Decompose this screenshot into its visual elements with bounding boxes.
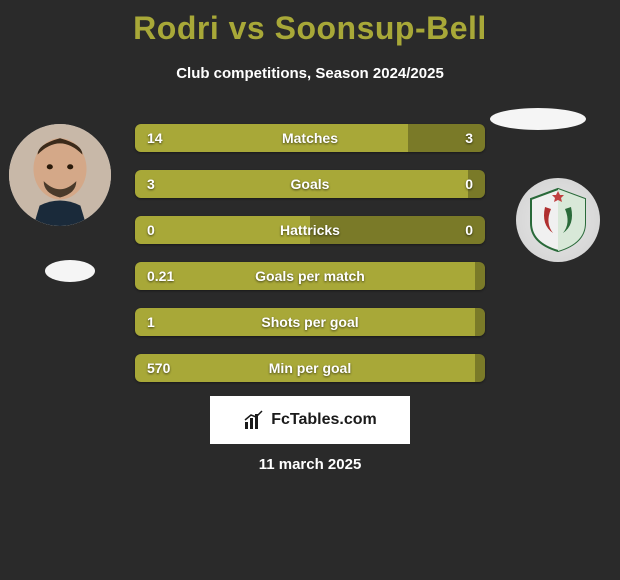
bar-left-value: 0.21 bbox=[147, 268, 174, 284]
bar-left-value: 0 bbox=[147, 222, 155, 238]
bar-right-segment bbox=[475, 262, 486, 290]
comparison-bar-row: Min per goal 570 bbox=[135, 354, 485, 382]
bar-metric-label: Hattricks bbox=[280, 222, 340, 238]
bar-right-value: 3 bbox=[465, 130, 473, 146]
comparison-bar-row: Matches 14 3 bbox=[135, 124, 485, 152]
attribution-text: FcTables.com bbox=[271, 411, 377, 429]
player-left-club-badge bbox=[45, 260, 95, 282]
comparison-bar-row: Hattricks 0 0 bbox=[135, 216, 485, 244]
bar-right-segment bbox=[408, 124, 485, 152]
bar-left-value: 3 bbox=[147, 176, 155, 192]
bar-right-segment bbox=[475, 354, 486, 382]
club-crest-icon bbox=[523, 185, 593, 255]
subtitle: Club competitions, Season 2024/2025 bbox=[0, 65, 620, 82]
bar-metric-label: Shots per goal bbox=[261, 314, 358, 330]
attribution-badge: FcTables.com bbox=[210, 396, 410, 444]
player-left-avatar bbox=[9, 124, 111, 226]
comparison-bars: Matches 14 3 Goals 3 0 Hattricks 0 0 Goals per ma… bbox=[135, 124, 485, 400]
bar-left-value: 1 bbox=[147, 314, 155, 330]
page-title: Rodri vs Soonsup-Bell bbox=[0, 0, 620, 47]
comparison-bar-row: Goals per match 0.21 bbox=[135, 262, 485, 290]
bar-metric-label: Goals per match bbox=[255, 268, 365, 284]
bar-metric-label: Min per goal bbox=[269, 360, 351, 376]
comparison-bar-row: Shots per goal 1 bbox=[135, 308, 485, 336]
player-right-club-oval bbox=[490, 108, 586, 130]
player-face-icon bbox=[9, 124, 111, 226]
bar-metric-label: Goals bbox=[291, 176, 330, 192]
bar-left-value: 570 bbox=[147, 360, 170, 376]
bar-metric-label: Matches bbox=[282, 130, 338, 146]
bar-left-segment bbox=[135, 124, 408, 152]
bar-left-value: 14 bbox=[147, 130, 163, 146]
bar-right-value: 0 bbox=[465, 176, 473, 192]
chart-icon bbox=[243, 409, 265, 431]
player-right-crest bbox=[516, 178, 600, 262]
bar-right-value: 0 bbox=[465, 222, 473, 238]
bar-right-segment bbox=[475, 308, 486, 336]
date-label: 11 march 2025 bbox=[259, 456, 362, 473]
comparison-bar-row: Goals 3 0 bbox=[135, 170, 485, 198]
